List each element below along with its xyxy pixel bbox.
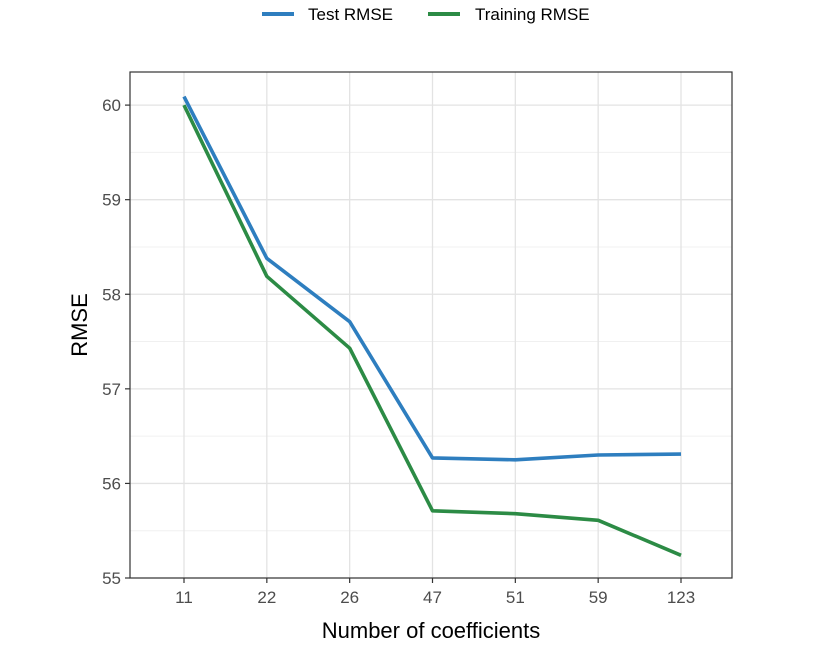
series-line-test-rmse <box>182 95 682 462</box>
y-tick-label: 59 <box>102 191 121 210</box>
x-tick-label: 51 <box>506 588 525 607</box>
series-layer <box>182 95 682 557</box>
y-tick-label: 57 <box>102 380 121 399</box>
x-axis-title: Number of coefficients <box>322 618 540 643</box>
x-axis: 11 22 26 47 51 59 123 <box>175 578 695 607</box>
x-tick-label: 22 <box>257 588 276 607</box>
x-tick-label: 11 <box>175 588 193 607</box>
legend: Test RMSE Training RMSE <box>262 5 590 24</box>
y-axis: 55 56 57 58 59 60 <box>102 96 130 588</box>
series-line-training-rmse <box>182 104 682 557</box>
grid <box>130 72 732 579</box>
x-tick-label: 47 <box>423 588 442 607</box>
legend-label-training: Training RMSE <box>475 5 590 24</box>
x-tick-label: 123 <box>667 588 695 607</box>
y-tick-label: 60 <box>102 96 121 115</box>
x-tick-label: 59 <box>589 588 608 607</box>
plot-panel-border <box>129 71 733 579</box>
y-tick-label: 55 <box>102 569 121 588</box>
x-tick-label: 26 <box>340 588 359 607</box>
legend-label-test: Test RMSE <box>308 5 393 24</box>
y-axis-title: RMSE <box>67 293 92 357</box>
y-tick-label: 56 <box>102 474 121 493</box>
y-tick-label: 58 <box>102 285 121 304</box>
